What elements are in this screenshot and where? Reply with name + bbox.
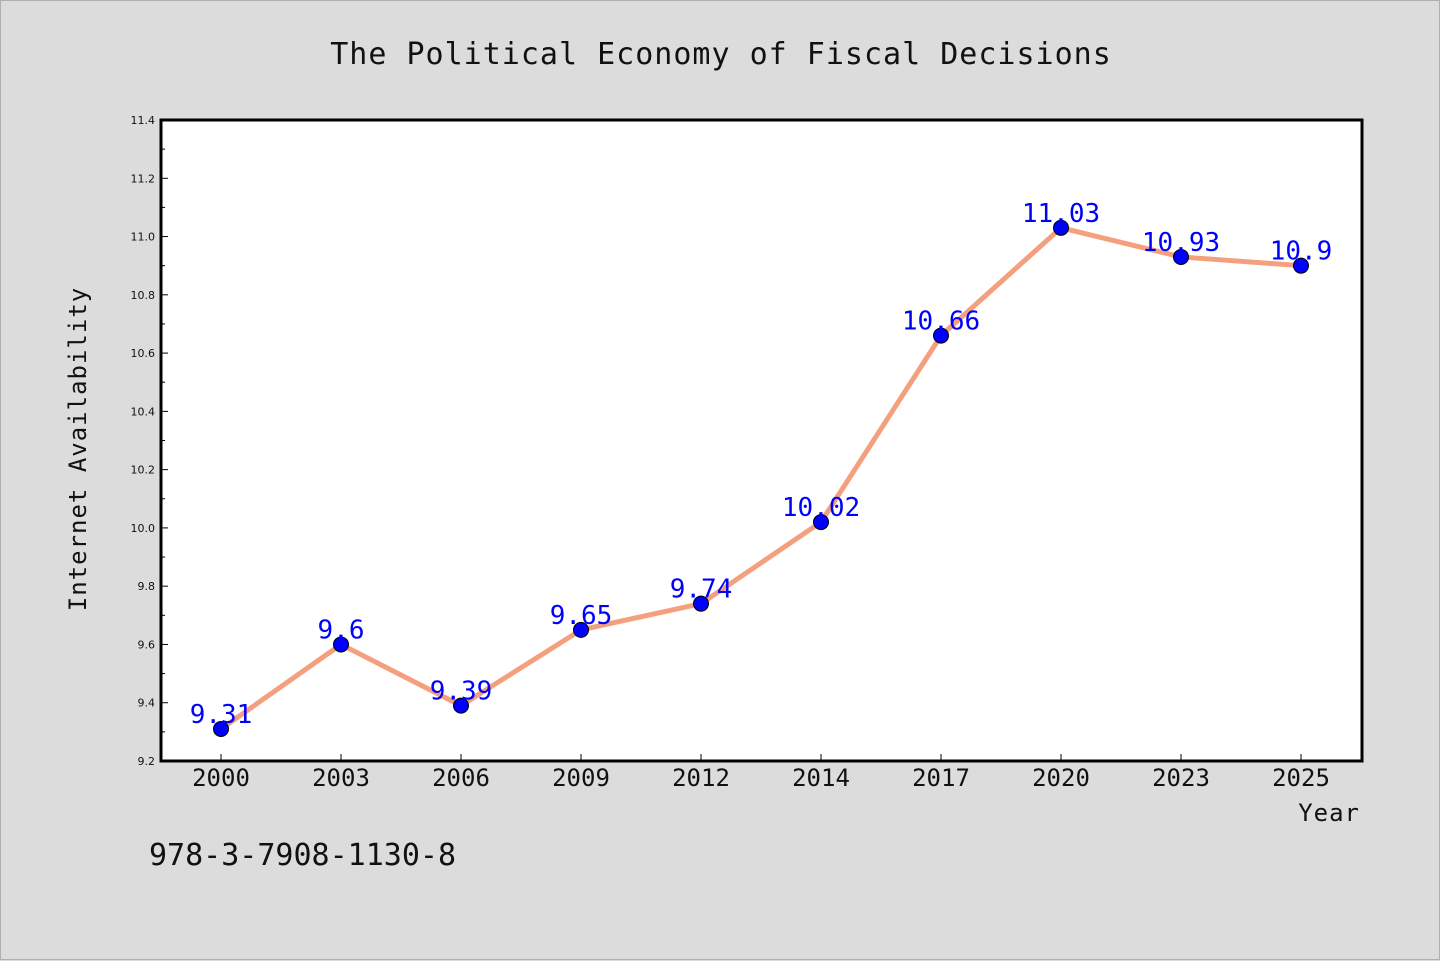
data-point-label: 10.93	[1142, 228, 1220, 258]
data-point-label: 9.6	[318, 615, 365, 645]
data-point-marker	[1173, 248, 1189, 265]
y-tick-label: 9.4	[138, 697, 156, 710]
x-tick-label: 2012	[672, 764, 730, 792]
data-point-label: 9.31	[190, 700, 253, 730]
data-point-label: 10.02	[782, 493, 860, 523]
data-point-label: 10.9	[1270, 237, 1333, 267]
x-tick-label: 2017	[912, 764, 970, 792]
plot-area	[159, 118, 1364, 763]
y-tick-label: 10.0	[131, 522, 156, 535]
data-point-marker	[1053, 219, 1069, 236]
data-point-label: 9.39	[430, 677, 493, 707]
x-tick-label: 2003	[312, 764, 370, 792]
data-labels-group: 9.31 9.6 9.39 9.65 9.74 10.02 10.66 11.03 10.93 1…	[190, 199, 1333, 730]
data-point-marker	[573, 621, 589, 638]
y-tick-label: 10.2	[131, 464, 156, 477]
series-line	[218, 225, 1304, 732]
data-point-marker	[813, 514, 829, 531]
data-point-marker	[933, 327, 949, 344]
y-tick-label: 11.0	[131, 231, 156, 244]
y-tick-label: 9.2	[138, 755, 156, 768]
data-point-marker	[333, 636, 349, 653]
data-point-label: 11.03	[1022, 199, 1100, 229]
chart-title: The Political Economy of Fiscal Decision…	[330, 37, 1112, 72]
y-tick-label: 9.8	[138, 580, 156, 593]
x-tick-label: 2009	[552, 764, 610, 792]
isbn-text: 978-3-7908-1130-8	[149, 838, 456, 873]
y-tick-label: 9.6	[138, 638, 156, 651]
data-point-label: 9.65	[550, 601, 613, 631]
y-tick-label: 10.8	[131, 289, 156, 302]
y-axis-title: Internet Availability	[64, 287, 92, 611]
y-tick-label: 10.4	[131, 405, 156, 418]
y-tick-label: 11.4	[131, 114, 156, 127]
data-point-marker	[453, 697, 469, 714]
x-tick-label: 2006	[432, 764, 490, 792]
x-tick-label: 2020	[1032, 764, 1090, 792]
x-tick-label: 2025	[1272, 764, 1330, 792]
data-point-marker	[1293, 257, 1309, 274]
y-axis-ticks: 9.2 9.4 9.6 9.8 10.0 10.2 10.4 10.6 10.8 11.0 11.2…	[131, 114, 168, 768]
y-tick-label: 11.2	[131, 172, 156, 185]
data-point-label: 10.66	[902, 307, 980, 337]
x-axis-ticks: 2000 2003 2006 2009 2012 2014 2017 2020 2023 2025	[192, 754, 1330, 792]
data-point-marker	[213, 720, 229, 737]
series-line-group	[213, 219, 1309, 737]
x-tick-label: 2014	[792, 764, 850, 792]
x-tick-label: 2023	[1152, 764, 1210, 792]
x-tick-label: 2000	[192, 764, 250, 792]
data-point-marker	[693, 595, 709, 612]
data-point-label: 9.74	[670, 575, 733, 605]
y-tick-label: 10.6	[131, 347, 156, 360]
x-axis-title: Year	[1298, 799, 1360, 827]
